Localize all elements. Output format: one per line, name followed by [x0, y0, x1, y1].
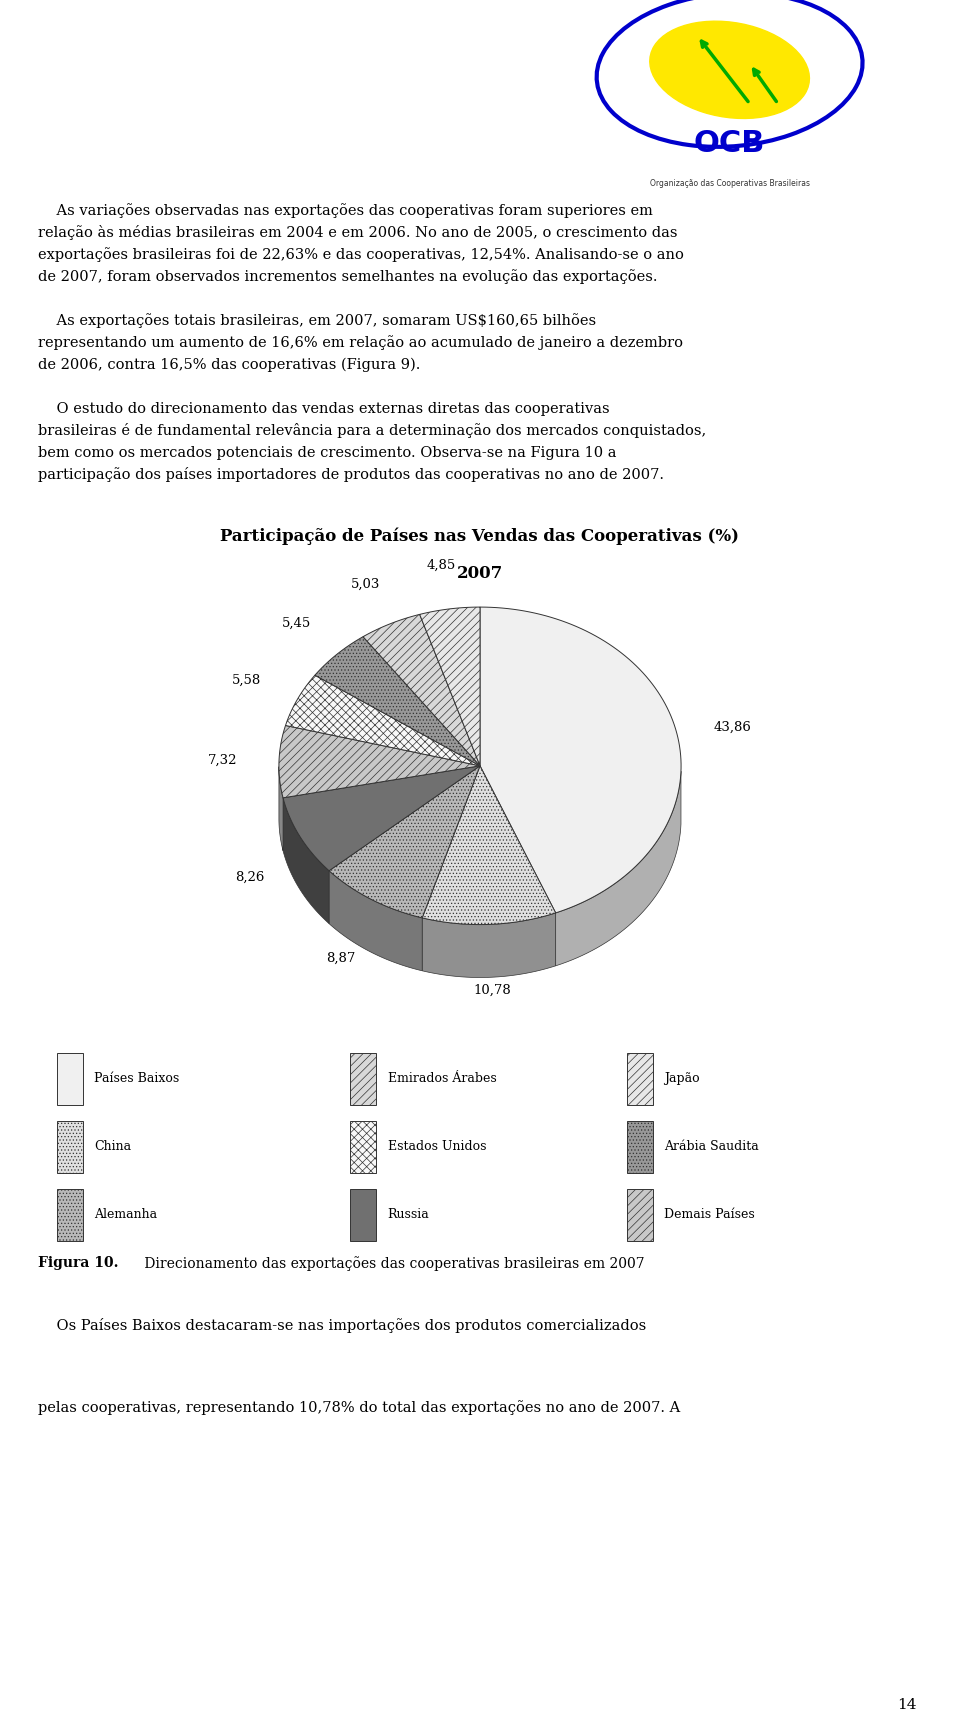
Text: Organização das Cooperativas Brasileiras: Organização das Cooperativas Brasileiras — [650, 179, 809, 187]
PathPatch shape — [422, 913, 556, 977]
PathPatch shape — [422, 765, 556, 925]
Text: Os Países Baixos destacaram-se nas importações dos produtos comercializados: Os Países Baixos destacaram-se nas impor… — [38, 1317, 647, 1332]
Text: 14: 14 — [898, 1697, 917, 1712]
Text: O estudo do direcionamento das vendas externas diretas das cooperativas: O estudo do direcionamento das vendas ex… — [38, 403, 610, 416]
Text: de 2006, contra 16,5% das cooperativas (Figura 9).: de 2006, contra 16,5% das cooperativas (… — [38, 357, 420, 371]
PathPatch shape — [556, 770, 681, 966]
Text: brasileiras é de fundamental relevância para a determinação dos mercados conquis: brasileiras é de fundamental relevância … — [38, 423, 707, 439]
Text: 5,58: 5,58 — [231, 675, 261, 687]
Text: 5,03: 5,03 — [350, 578, 380, 590]
Bar — [57, 1188, 83, 1241]
Ellipse shape — [650, 21, 809, 118]
Text: 2007: 2007 — [457, 566, 503, 581]
PathPatch shape — [329, 871, 422, 972]
Text: relação às médias brasileiras em 2004 e em 2006. No ano de 2005, o crescimento d: relação às médias brasileiras em 2004 e … — [38, 226, 678, 239]
Bar — [350, 1121, 376, 1173]
Text: Demais Países: Demais Países — [664, 1208, 755, 1221]
PathPatch shape — [285, 675, 480, 765]
Text: Direcionamento das exportações das cooperativas brasileiras em 2007: Direcionamento das exportações das coope… — [140, 1256, 644, 1270]
PathPatch shape — [315, 637, 480, 765]
Text: pelas cooperativas, representando 10,78% do total das exportações no ano de 2007: pelas cooperativas, representando 10,78%… — [38, 1400, 681, 1416]
PathPatch shape — [480, 607, 681, 913]
Text: China: China — [94, 1140, 131, 1154]
Text: Alemanha: Alemanha — [94, 1208, 156, 1221]
Text: Russia: Russia — [388, 1208, 429, 1221]
Text: participação dos países importadores de produtos das cooperativas no ano de 2007: participação dos países importadores de … — [38, 467, 664, 482]
PathPatch shape — [279, 767, 283, 850]
PathPatch shape — [283, 765, 480, 871]
Text: representando um aumento de 16,6% em relação ao acumulado de janeiro a dezembro: representando um aumento de 16,6% em rel… — [38, 335, 684, 350]
Text: As exportações totais brasileiras, em 2007, somaram US$160,65 bilhões: As exportações totais brasileiras, em 20… — [38, 314, 596, 328]
Text: Figura 10.: Figura 10. — [38, 1256, 119, 1270]
Text: Estados Unidos: Estados Unidos — [388, 1140, 486, 1154]
Bar — [350, 1188, 376, 1241]
Bar — [627, 1053, 653, 1105]
Text: As variações observadas nas exportações das cooperativas foram superiores em: As variações observadas nas exportações … — [38, 203, 653, 219]
Text: Arábia Saudita: Arábia Saudita — [664, 1140, 758, 1154]
PathPatch shape — [329, 765, 480, 918]
PathPatch shape — [363, 614, 480, 765]
Text: Japão: Japão — [664, 1072, 700, 1086]
Text: 7,32: 7,32 — [208, 753, 237, 767]
Text: 5,45: 5,45 — [282, 616, 311, 630]
Text: exportações brasileiras foi de 22,63% e das cooperativas, 12,54%. Analisando-se : exportações brasileiras foi de 22,63% e … — [38, 246, 684, 262]
Text: 4,85: 4,85 — [426, 559, 456, 571]
Text: de 2007, foram observados incrementos semelhantes na evolução das exportações.: de 2007, foram observados incrementos se… — [38, 269, 658, 285]
Text: 43,86: 43,86 — [713, 720, 752, 734]
Text: Emirados Árabes: Emirados Árabes — [388, 1072, 496, 1086]
Bar — [57, 1121, 83, 1173]
Text: 10,78: 10,78 — [473, 984, 511, 996]
Bar — [57, 1053, 83, 1105]
Text: OCB: OCB — [694, 128, 765, 158]
Bar — [627, 1121, 653, 1173]
Text: bem como os mercados potenciais de crescimento. Observa-se na Figura 10 a: bem como os mercados potenciais de cresc… — [38, 446, 617, 460]
PathPatch shape — [283, 798, 329, 923]
Text: 8,26: 8,26 — [235, 871, 264, 885]
Text: Países Baixos: Países Baixos — [94, 1072, 180, 1086]
Text: Participação de Países nas Vendas das Cooperativas (%): Participação de Países nas Vendas das Co… — [221, 527, 739, 545]
PathPatch shape — [420, 607, 480, 765]
Bar — [627, 1188, 653, 1241]
Text: 8,87: 8,87 — [326, 951, 356, 965]
Bar — [350, 1053, 376, 1105]
PathPatch shape — [279, 725, 480, 798]
